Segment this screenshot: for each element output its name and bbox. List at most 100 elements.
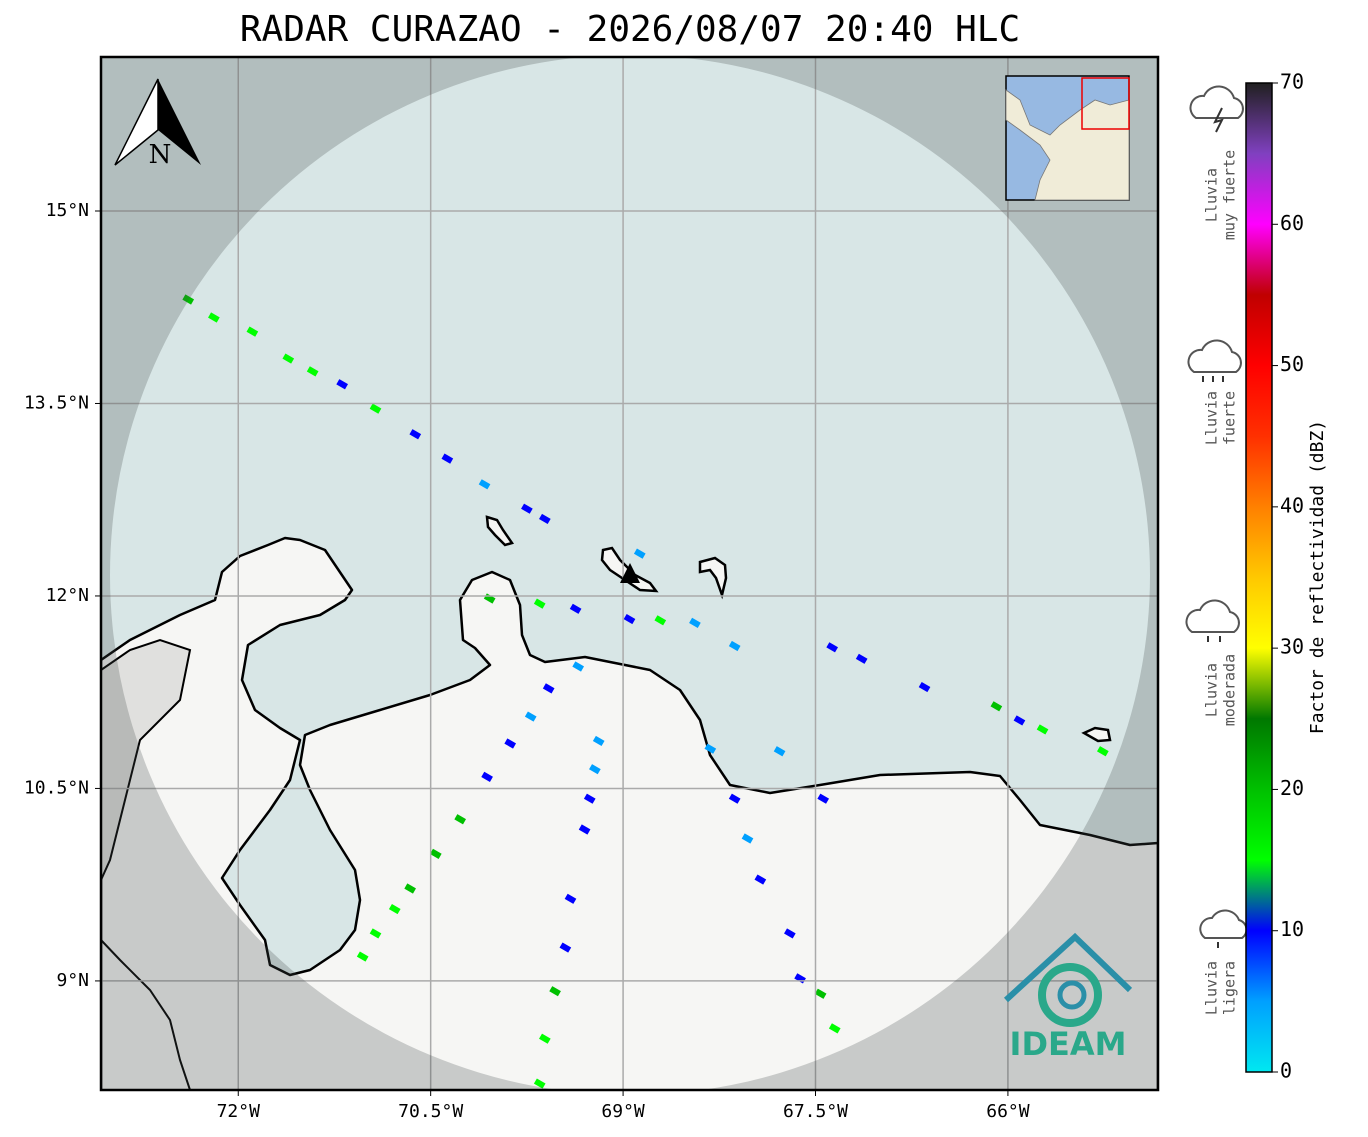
north-label: N — [149, 140, 172, 170]
colorbar-tick-label: 40 — [1280, 493, 1304, 517]
map-frame — [99, 55, 1160, 1092]
y-tick-label: 13.5°N — [24, 392, 89, 413]
echo — [369, 928, 382, 939]
x-tick-label: 72°W — [217, 1101, 261, 1122]
echo — [533, 1078, 546, 1089]
echo — [633, 548, 646, 559]
radar-site — [620, 563, 640, 583]
colorbar-tick-label: 50 — [1280, 352, 1304, 376]
rain-class-label: Lluvia — [1203, 961, 1221, 1015]
echo — [828, 1023, 841, 1034]
echo — [182, 294, 195, 305]
x-tick-label: 66°W — [986, 1101, 1030, 1122]
map-area — [101, 57, 1158, 1090]
colorbar-tick-label: 20 — [1280, 776, 1304, 800]
colorbar-tick-label: 30 — [1280, 635, 1304, 659]
echo — [356, 951, 369, 962]
echo — [539, 513, 551, 525]
inset-map — [1005, 75, 1130, 201]
echo — [246, 326, 259, 337]
x-tick-label: 69°W — [601, 1101, 645, 1122]
echo — [1013, 715, 1026, 726]
land — [101, 536, 1158, 1090]
echo — [504, 738, 517, 749]
echo — [654, 615, 667, 626]
echo — [855, 653, 868, 664]
echo — [336, 379, 348, 390]
echo — [754, 874, 767, 885]
echo — [549, 986, 561, 997]
title: RADAR CURAZAO - 2026/08/07 20:40 HLC — [240, 9, 1020, 50]
echo — [589, 764, 601, 775]
y-tick-label: 9°N — [56, 970, 89, 991]
echo — [784, 928, 796, 939]
echo — [481, 771, 493, 782]
echo — [814, 988, 827, 999]
echo — [773, 746, 786, 757]
echo — [564, 893, 577, 904]
grid — [101, 57, 1158, 1090]
echo — [478, 479, 491, 490]
y-tick-label: 15°N — [46, 200, 89, 221]
echo — [990, 701, 1003, 712]
echo — [918, 681, 931, 693]
echo — [704, 743, 717, 754]
echo — [1097, 746, 1109, 757]
rain-class-label: Lluvia — [1203, 663, 1221, 717]
island-bonaire — [698, 556, 728, 600]
echo — [572, 661, 585, 672]
island-small — [1081, 726, 1112, 743]
echo — [623, 613, 636, 625]
echo — [409, 429, 422, 440]
axis-ticks: 72°W 70.5°W 69°W 67.5°W 66°W 15°N 13.5°N 12°N 10… — [24, 70, 1304, 1123]
rain-class-label: muy fuerte — [1221, 150, 1239, 240]
echo — [689, 617, 701, 629]
echo — [1036, 724, 1049, 735]
x-tick-label: 70.5°W — [398, 1101, 463, 1122]
rain-icons — [1185, 85, 1248, 948]
island-aruba — [485, 515, 515, 547]
echoes — [182, 294, 1109, 1089]
rain-class-label: ligera — [1221, 961, 1239, 1015]
north-arrow: N — [114, 78, 201, 170]
x-tick-label: 67.5°W — [783, 1101, 848, 1122]
echo — [521, 503, 533, 514]
echo — [542, 683, 555, 694]
echo — [569, 603, 582, 614]
colorbar-tick-label: 0 — [1280, 1059, 1292, 1083]
echo — [369, 403, 382, 414]
echo — [592, 735, 605, 747]
echo — [404, 883, 416, 894]
echo — [388, 903, 401, 915]
echo — [306, 366, 319, 377]
echo — [539, 1033, 551, 1044]
echo — [533, 598, 546, 609]
echo — [583, 793, 596, 804]
echo — [817, 793, 830, 804]
y-tick-label: 12°N — [46, 585, 89, 606]
y-tick-label: 10.5°N — [24, 777, 89, 798]
echo — [728, 793, 741, 804]
rain-class-label: fuerte — [1221, 391, 1239, 445]
ideam-logo: IDEAM — [1003, 932, 1133, 1063]
echo — [741, 833, 754, 844]
rain-class-label: moderada — [1221, 654, 1239, 726]
border-line — [101, 939, 191, 1090]
echo — [559, 942, 572, 953]
colorbar — [1245, 82, 1273, 1073]
echo — [728, 640, 741, 652]
colorbar-label: Factor de reflectividad (dBZ) — [1307, 420, 1328, 734]
echo — [208, 312, 220, 323]
colorbar-tick-label: 10 — [1280, 917, 1304, 941]
rain-class-label: Lluvia — [1203, 391, 1221, 445]
echo — [524, 711, 537, 722]
colorbar-tick-label: 60 — [1280, 211, 1304, 235]
rain-class-label: Lluvia — [1203, 168, 1221, 222]
echo — [454, 814, 467, 825]
logo-text: IDEAM — [1010, 1025, 1127, 1063]
echo — [441, 453, 454, 464]
echo — [429, 848, 442, 859]
